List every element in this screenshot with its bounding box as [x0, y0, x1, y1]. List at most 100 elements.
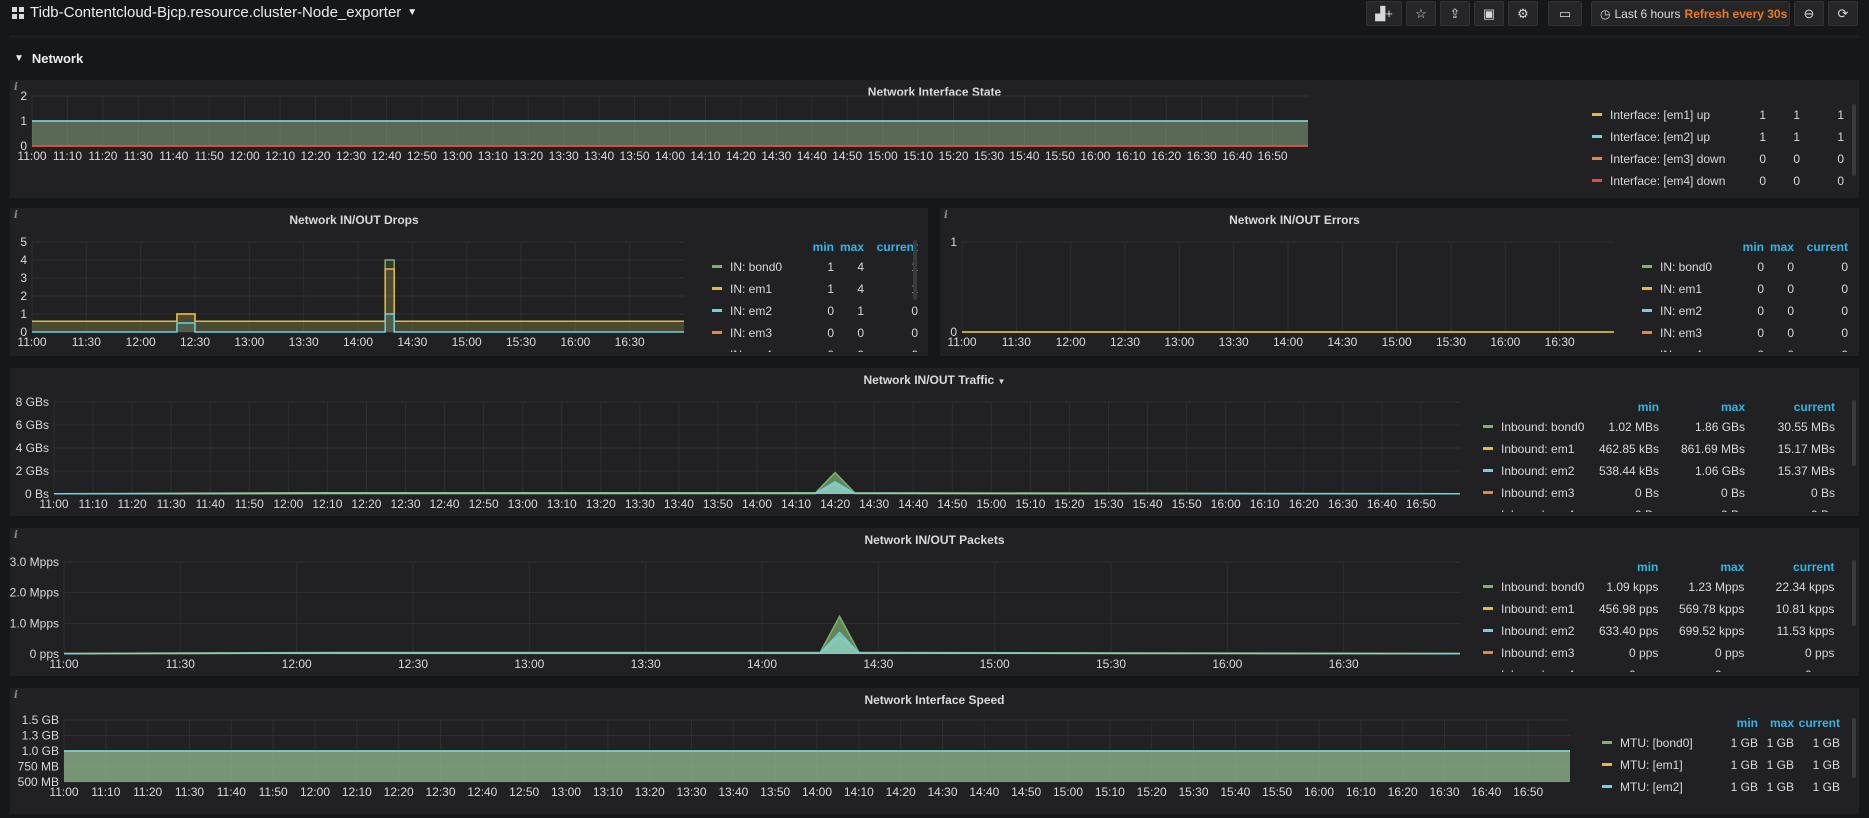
legend-item[interactable]: IN: em4000	[1634, 344, 1848, 352]
legend-series-name[interactable]: Inbound: em1	[1501, 602, 1575, 616]
legend-series-name[interactable]: Inbound: bond0	[1501, 420, 1585, 434]
share-button[interactable]: ⇪	[1440, 1, 1470, 26]
legend-header-current[interactable]: current	[1793, 560, 1835, 574]
legend-header-current[interactable]: current	[1798, 716, 1840, 730]
legend-color-swatch[interactable]	[1483, 650, 1493, 654]
legend-item[interactable]: Inbound: bond0 1.09 kpps 1.23 Mpps 22.34 kp…	[1475, 576, 1834, 598]
legend-item[interactable]: IN: bond0141	[704, 256, 918, 278]
legend-color-swatch[interactable]	[712, 264, 722, 268]
panel-title[interactable]: Network IN/OUT Drops	[289, 213, 419, 227]
info-icon[interactable]: i	[14, 210, 18, 221]
legend-series-name[interactable]: Inbound: bond0	[1501, 580, 1585, 594]
legend-item[interactable]: Inbound: em1 462.85 kBs 861.69 MBs 15.17 MB…	[1475, 438, 1835, 460]
legend-item[interactable]: IN: em1 0 0 0	[1634, 278, 1848, 300]
legend-scrollbar[interactable]	[913, 240, 917, 300]
legend-series-name[interactable]: Interface: [em2] up	[1610, 130, 1711, 144]
legend-item[interactable]: IN: em4000	[704, 344, 918, 352]
legend-item[interactable]: IN: em2 0 1 0	[704, 300, 918, 322]
legend-color-swatch[interactable]	[1483, 424, 1493, 428]
star-button[interactable]: ☆	[1406, 1, 1436, 26]
legend-series-name[interactable]: IN: em2	[730, 304, 773, 318]
legend-header-current[interactable]: current	[1793, 400, 1836, 414]
legend-series-name[interactable]: Interface: [em1] up	[1610, 108, 1711, 122]
errors-chart[interactable]: 1 011:00 11:30 12:00 12:30 13:00 13:30 14:00 14:…	[940, 208, 1630, 356]
drops-chart[interactable]: 5 4 3 2 1 011:00 11:30 12:00 12:30 13:00 13:30 14:0…	[10, 208, 700, 356]
legend-item[interactable]: Inbound: em40 Bs0 Bs0 Bs	[1475, 504, 1835, 512]
legend-header-current[interactable]: current	[1806, 240, 1848, 254]
settings-button[interactable]: ⚙	[1508, 1, 1538, 26]
dashboard-picker[interactable]: Tidb-Contentcloud-Bjcp.resource.cluster-…	[12, 4, 417, 21]
legend-item[interactable]: Interface: [em2] up 1 1 1	[1584, 126, 1844, 148]
legend-item[interactable]: MTU: [bond0] 1 GB 1 GB 1 GB	[1594, 732, 1840, 754]
legend-series-name[interactable]: Interface: [em3] down	[1610, 152, 1726, 166]
legend-item[interactable]: Inbound: em3 0 pps 0 pps 0 pps	[1475, 642, 1834, 664]
legend-color-swatch[interactable]	[1602, 784, 1612, 788]
legend-color-swatch[interactable]	[1483, 468, 1493, 472]
legend-item[interactable]: Inbound: em2 538.44 kBs 1.06 GBs 15.37 MBs	[1475, 460, 1835, 482]
info-icon[interactable]: i	[14, 530, 18, 541]
legend-color-swatch[interactable]	[1642, 330, 1652, 334]
legend-item[interactable]: Interface: [em1] up 1 1 1	[1584, 104, 1844, 126]
legend-color-swatch[interactable]	[1592, 112, 1602, 116]
legend-item[interactable]: Inbound: em3 0 Bs 0 Bs 0 Bs	[1475, 482, 1835, 504]
legend-color-swatch[interactable]	[1592, 156, 1602, 160]
legend-item[interactable]: IN: em3 0 0 0	[704, 322, 918, 344]
legend-item[interactable]: Interface: [em3] down 0 0 0	[1584, 148, 1844, 170]
legend-series-name[interactable]: IN: bond0	[1660, 260, 1713, 274]
legend-series-name[interactable]: Inbound: em3	[1501, 646, 1575, 660]
legend-series-name[interactable]: IN: em1	[730, 282, 773, 296]
legend-item[interactable]: Interface: [em4] down 0 0 0	[1584, 170, 1844, 192]
legend-header-min[interactable]: min	[1637, 400, 1660, 414]
legend-scrollbar[interactable]	[1852, 104, 1856, 176]
legend-color-swatch[interactable]	[1483, 628, 1493, 632]
legend-color-swatch[interactable]	[1483, 606, 1493, 610]
legend-color-swatch[interactable]	[1483, 490, 1493, 494]
legend-header-min[interactable]: min	[812, 240, 834, 254]
legend-series-name[interactable]: Inbound: em1	[1501, 442, 1575, 456]
legend-color-swatch[interactable]	[712, 286, 722, 290]
legend-item[interactable]: Inbound: bond0 1.02 MBs 1.86 GBs 30.55 MBs	[1475, 416, 1835, 438]
legend-color-swatch[interactable]	[1642, 308, 1652, 312]
legend-series-name[interactable]: IN: em4	[1660, 348, 1702, 352]
legend-color-swatch[interactable]	[1642, 264, 1652, 268]
legend-series-name[interactable]: MTU: [em2]	[1620, 780, 1683, 794]
legend-header-max[interactable]: max	[1769, 240, 1794, 254]
legend-series-name[interactable]: MTU: [em1]	[1620, 758, 1683, 772]
legend-color-swatch[interactable]	[1642, 286, 1652, 290]
legend-item[interactable]: IN: em3 0 0 0	[1634, 322, 1848, 344]
legend-item[interactable]: IN: em1141	[704, 278, 918, 300]
legend-header-min[interactable]: min	[1736, 716, 1758, 730]
legend-series-name[interactable]: IN: bond0	[730, 260, 783, 274]
legend-series-name[interactable]: IN: em4	[730, 348, 772, 352]
legend-color-swatch[interactable]	[1483, 446, 1493, 450]
legend-series-name[interactable]: Inbound: em4	[1501, 508, 1574, 512]
add-panel-button[interactable]: ▟+	[1366, 1, 1402, 26]
legend-series-name[interactable]: Inbound: em2	[1501, 464, 1575, 478]
legend-item[interactable]: MTU: [em2] 1 GB 1 GB 1 GB	[1594, 776, 1840, 798]
panel-title[interactable]: Network Interface Speed	[864, 693, 1005, 707]
legend-color-swatch[interactable]	[712, 308, 722, 312]
zoom-out-button[interactable]: ⊖	[1794, 1, 1824, 26]
legend-series-name[interactable]: MTU: [bond0]	[1620, 736, 1693, 750]
time-picker[interactable]: ◷ Last 6 hours Refresh every 30s	[1591, 1, 1790, 26]
legend-item[interactable]: IN: bond0 0 0 0	[1634, 256, 1848, 278]
legend-item[interactable]: Inbound: em1 456.98 pps 569.78 kpps 10.81 k…	[1475, 598, 1834, 620]
info-icon[interactable]: i	[944, 210, 948, 221]
legend-header-max[interactable]: max	[1720, 560, 1745, 574]
legend-series-name[interactable]: Inbound: em3	[1501, 486, 1575, 500]
legend-color-swatch[interactable]	[1483, 584, 1493, 588]
legend-scrollbar[interactable]	[1852, 718, 1856, 778]
legend-series-name[interactable]: IN: em1	[1660, 282, 1703, 296]
legend-color-swatch[interactable]	[1592, 134, 1602, 138]
legend-header-min[interactable]: min	[1742, 240, 1764, 254]
refresh-button[interactable]: ⟳	[1828, 1, 1858, 26]
legend-header-max[interactable]: max	[1721, 400, 1746, 414]
info-icon[interactable]: i	[14, 82, 18, 93]
state-chart[interactable]: 2 1 011:00 11:10 11:20 11:30 11:40 11:50 12:00 12…	[10, 80, 1570, 198]
legend-color-swatch[interactable]	[1592, 178, 1602, 182]
panel-title[interactable]: Network IN/OUT Errors	[1229, 213, 1360, 227]
legend-header-max[interactable]: max	[839, 240, 864, 254]
